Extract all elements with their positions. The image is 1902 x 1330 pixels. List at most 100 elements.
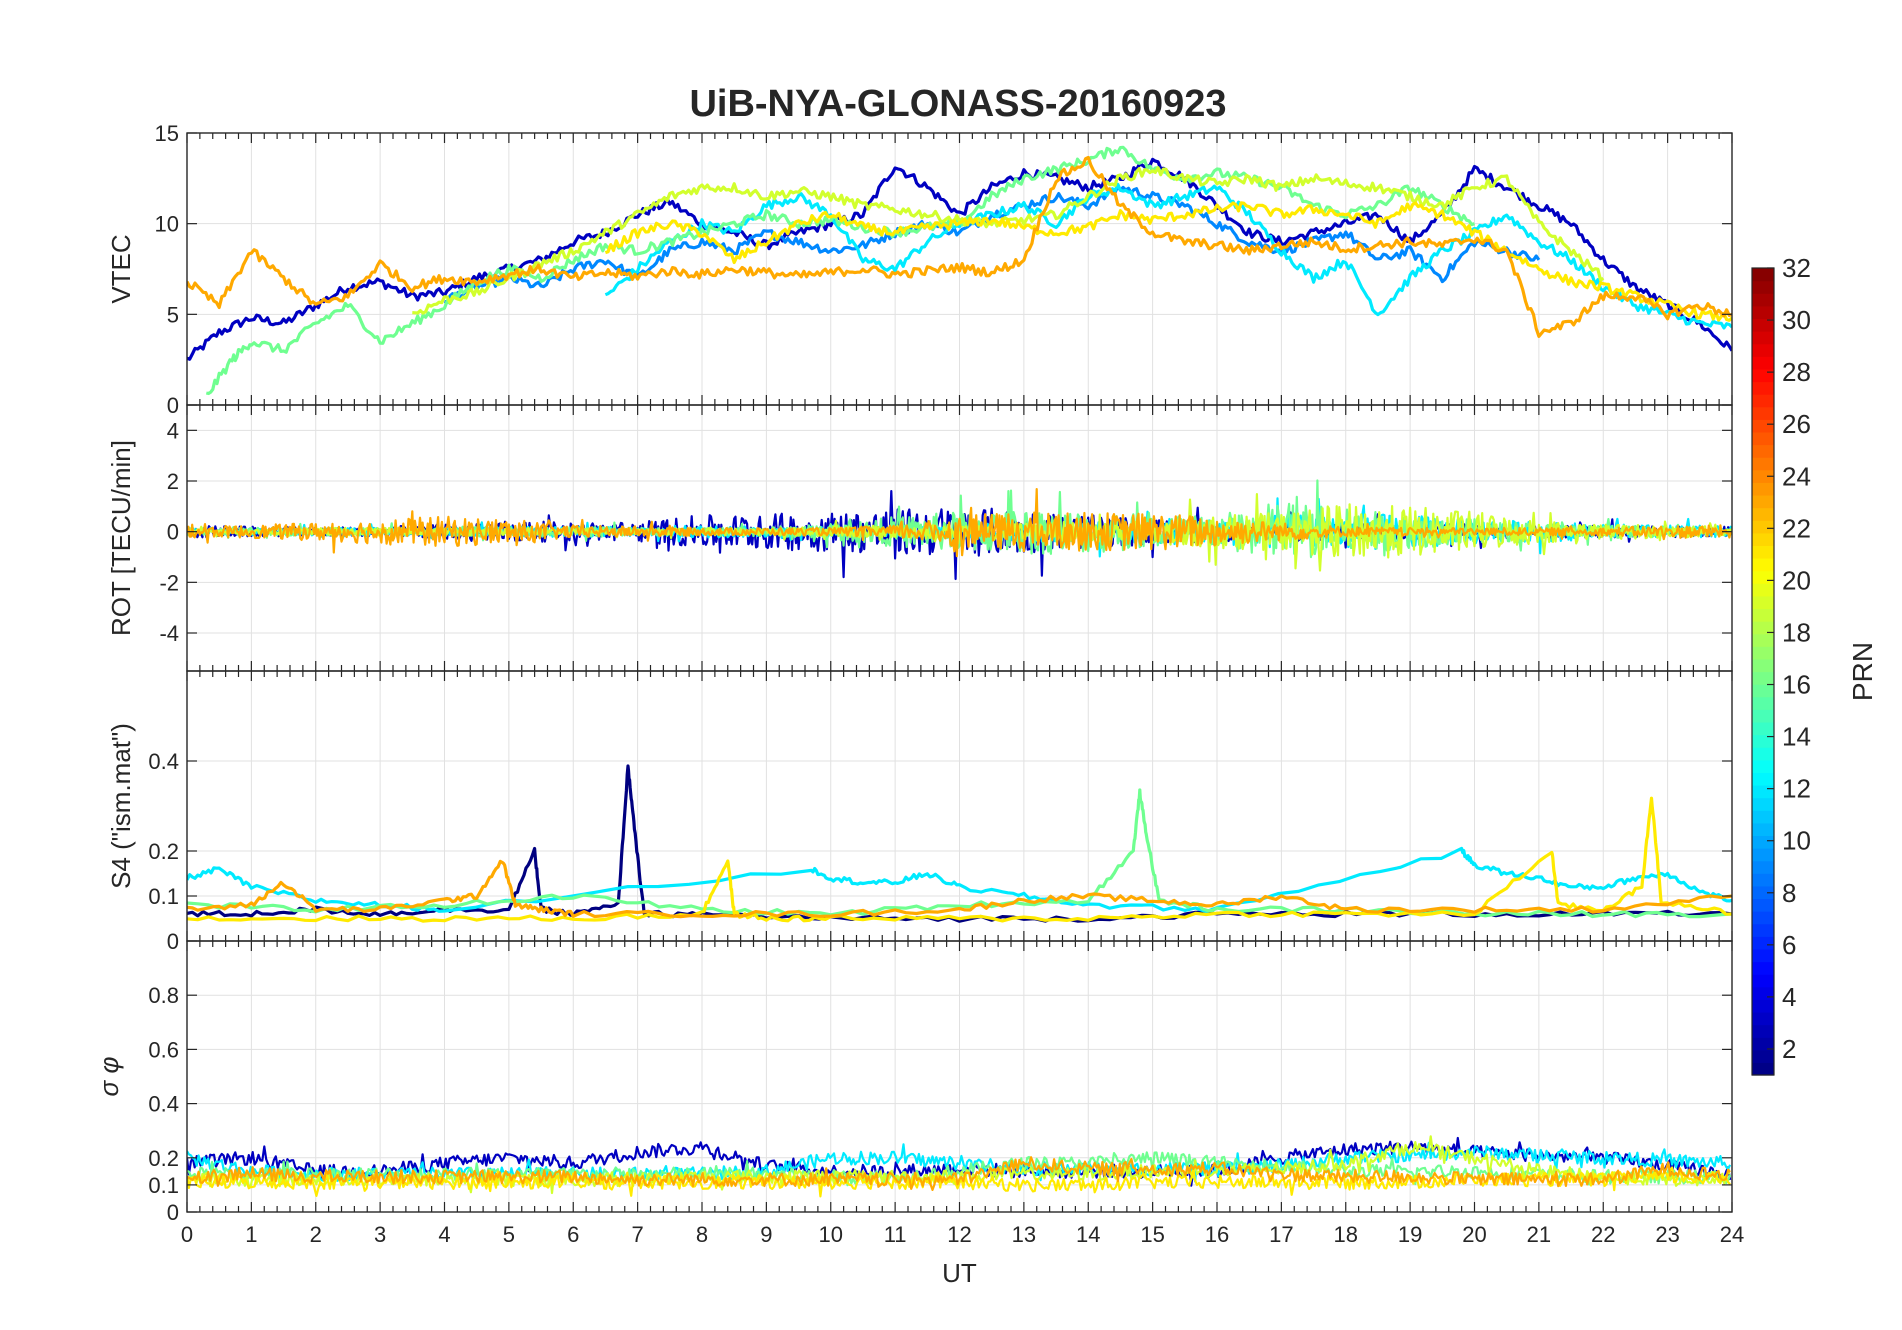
colorbar-swatch xyxy=(1752,268,1774,282)
colorbar-tick-label: 2 xyxy=(1782,1034,1796,1064)
colorbar-swatch xyxy=(1752,570,1774,584)
colorbar-swatch xyxy=(1752,747,1774,761)
colorbar-swatch xyxy=(1752,709,1774,723)
y-tick-label: 0.1 xyxy=(148,884,179,909)
colorbar-swatch xyxy=(1752,558,1774,572)
y-tick-label: 0.6 xyxy=(148,1037,179,1062)
colorbar-tick-label: 8 xyxy=(1782,878,1796,908)
plot-area xyxy=(187,479,1732,581)
x-tick-label: 10 xyxy=(819,1222,843,1247)
x-tick-label: 15 xyxy=(1140,1222,1164,1247)
colorbar-tick-label: 24 xyxy=(1782,461,1811,491)
colorbar-swatch xyxy=(1752,721,1774,736)
colorbar-swatch xyxy=(1752,1011,1774,1026)
colorbar-swatch xyxy=(1752,444,1774,458)
colorbar-tick-label: 32 xyxy=(1782,253,1811,283)
colorbar-swatch xyxy=(1752,671,1774,685)
x-tick-label: 11 xyxy=(884,1222,907,1247)
colorbar-swatch xyxy=(1752,507,1774,521)
x-tick-label: 12 xyxy=(947,1222,971,1247)
colorbar-swatch xyxy=(1752,457,1774,471)
y-tick-label: 0 xyxy=(167,1200,179,1225)
y-tick-label: 0 xyxy=(167,393,179,418)
colorbar-swatch xyxy=(1752,999,1774,1013)
x-ticks xyxy=(186,941,1733,1212)
colorbar-swatch xyxy=(1752,280,1774,294)
colorbar-tick-label: 16 xyxy=(1782,670,1811,700)
plot-area xyxy=(187,145,1732,396)
x-tick-label: 5 xyxy=(503,1222,515,1247)
y-tick-label: 0.4 xyxy=(148,749,179,774)
x-tick-label: 9 xyxy=(760,1222,772,1247)
x-tick-label: 2 xyxy=(310,1222,322,1247)
panel-s4: 0 0.1 0.2 0.4 S4 ("ism.mat") xyxy=(106,670,1733,954)
colorbar-swatch xyxy=(1752,583,1774,597)
x-tick-label: 8 xyxy=(696,1222,708,1247)
x-tick-label: 1 xyxy=(245,1222,257,1247)
panel-rot: -4 -2 0 2 4 ROT [TECU/min] xyxy=(106,404,1733,672)
colorbar-swatch xyxy=(1752,1062,1774,1076)
colorbar-swatch xyxy=(1752,961,1774,975)
colorbar-swatch xyxy=(1752,406,1774,420)
x-ticks xyxy=(186,133,1733,405)
colorbar-swatch xyxy=(1752,1049,1774,1063)
colorbar-swatch xyxy=(1752,293,1774,307)
colorbar-swatch xyxy=(1752,784,1774,799)
colorbar-swatch xyxy=(1752,848,1774,862)
x-tick-label: 16 xyxy=(1205,1222,1229,1247)
series-line-prn-23 xyxy=(187,859,1732,919)
x-tick-label: 18 xyxy=(1334,1222,1358,1247)
colorbar-swatch xyxy=(1752,646,1774,660)
y-tick-label: 0 xyxy=(167,929,179,954)
x-tick-label: 6 xyxy=(567,1222,579,1247)
y-tick-label: 0 xyxy=(167,520,179,545)
colorbar-swatch xyxy=(1752,469,1774,483)
x-tick-label: 3 xyxy=(374,1222,386,1247)
colorbar-swatch xyxy=(1752,621,1774,635)
colorbar-tick-label: 10 xyxy=(1782,826,1811,856)
colorbar-tick-label: 18 xyxy=(1782,617,1811,647)
colorbar-swatch xyxy=(1752,658,1774,673)
colorbar-swatch xyxy=(1752,684,1774,698)
series-line-prn-12 xyxy=(604,182,1732,330)
colorbar-swatch xyxy=(1752,381,1774,395)
colorbar-swatch xyxy=(1752,986,1774,1000)
colorbar-swatch xyxy=(1752,343,1774,357)
x-tick-label: 4 xyxy=(438,1222,450,1247)
colorbar-swatch xyxy=(1752,331,1774,345)
x-tick-label: 14 xyxy=(1076,1222,1100,1247)
y-tick-label: 0.4 xyxy=(148,1092,179,1117)
chart-title: UiB-NYA-GLONASS-20160923 xyxy=(689,83,1226,125)
colorbar-tick-label: 26 xyxy=(1782,409,1811,439)
y-ticks xyxy=(187,994,1732,1213)
colorbar-swatch xyxy=(1752,520,1774,534)
y-tick-label: 15 xyxy=(155,121,179,146)
y-axis-label: S4 ("ism.mat") xyxy=(106,723,136,889)
x-tick-label: 20 xyxy=(1462,1222,1486,1247)
x-tick-label: 13 xyxy=(1012,1222,1036,1247)
colorbar-tick-label: 28 xyxy=(1782,357,1811,387)
colorbar-swatch xyxy=(1752,810,1774,824)
x-tick-label: 22 xyxy=(1591,1222,1615,1247)
colorbar-swatch xyxy=(1752,532,1774,547)
colorbar-swatch xyxy=(1752,494,1774,509)
y-tick-label: 5 xyxy=(167,302,179,327)
series-line-prn-23 xyxy=(187,1156,1731,1191)
y-tick-label: -2 xyxy=(159,570,179,595)
x-axis-label: UT xyxy=(942,1258,977,1288)
x-tick-label: 19 xyxy=(1398,1222,1422,1247)
colorbar-swatch xyxy=(1752,797,1774,811)
colorbar-swatch xyxy=(1752,936,1774,950)
y-tick-label: 0.2 xyxy=(148,1146,179,1171)
colorbar-swatch xyxy=(1752,431,1774,446)
colorbar-swatch xyxy=(1752,923,1774,937)
colorbar-tick-label: 14 xyxy=(1782,722,1811,752)
colorbar-swatch xyxy=(1752,948,1774,963)
colorbar-swatch xyxy=(1752,545,1774,559)
series-line-prn-23 xyxy=(187,155,1732,338)
series-line-prn-16 xyxy=(187,1151,1732,1187)
x-tick-label: 24 xyxy=(1720,1222,1744,1247)
